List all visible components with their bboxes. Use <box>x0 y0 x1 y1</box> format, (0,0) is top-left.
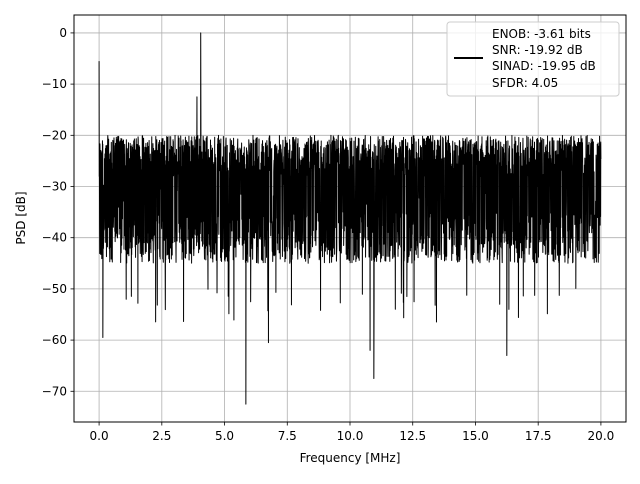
y-tick-label: −30 <box>42 180 67 194</box>
x-tick-label: 0.0 <box>90 429 109 443</box>
x-tick-label: 10.0 <box>337 429 364 443</box>
x-tick-label: 2.5 <box>152 429 171 443</box>
y-tick-label: −40 <box>42 231 67 245</box>
x-tick-label: 17.5 <box>525 429 552 443</box>
x-tick-label: 5.0 <box>215 429 234 443</box>
x-tick-label: 20.0 <box>588 429 615 443</box>
x-tick-label: 7.5 <box>278 429 297 443</box>
y-tick-label: −20 <box>42 128 67 142</box>
x-axis: 0.0 2.5 5.0 7.5 10.0 12.5 15.0 17.5 20.0 <box>90 422 615 443</box>
y-tick-label: −60 <box>42 333 67 347</box>
x-tick-label: 15.0 <box>462 429 489 443</box>
series-layer <box>98 32 602 405</box>
y-tick-label: −10 <box>42 77 67 91</box>
x-axis-label: Frequency [MHz] <box>300 451 401 465</box>
legend-sinad: SINAD: -19.95 dB <box>492 59 596 73</box>
psd-series-line <box>98 32 602 405</box>
legend-snr: SNR: -19.92 dB <box>492 43 583 57</box>
x-tick-label: 12.5 <box>399 429 426 443</box>
y-tick-label: −50 <box>42 282 67 296</box>
legend-box <box>446 21 620 97</box>
y-axis: 0 −10 −20 −30 −40 −50 −60 −70 <box>42 26 74 398</box>
y-tick-label: −70 <box>42 384 67 398</box>
legend-sfdr: SFDR: 4.05 <box>492 76 558 90</box>
y-tick-label: 0 <box>59 26 67 40</box>
legend-enob: ENOB: -3.61 bits <box>492 27 591 41</box>
y-axis-label: PSD [dB] <box>14 191 28 244</box>
legend: ENOB: -3.61 bits SNR: -19.92 dB SINAD: -… <box>446 21 620 97</box>
